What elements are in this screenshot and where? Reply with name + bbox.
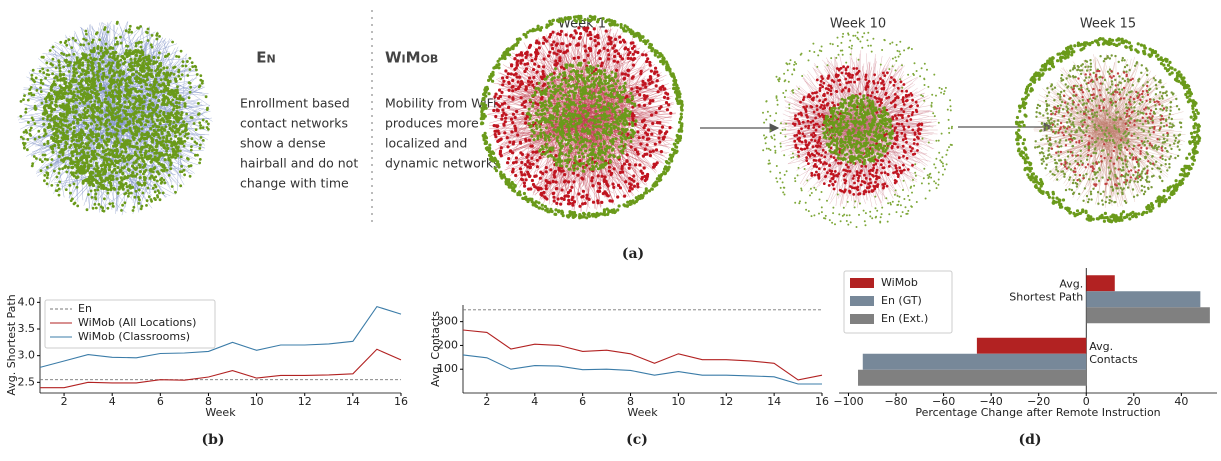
bar bbox=[1086, 307, 1210, 324]
x-tick-label: 8 bbox=[205, 395, 212, 408]
week-label: Week 10 bbox=[830, 17, 886, 32]
y-axis-label: Avg. Contacts bbox=[429, 311, 442, 387]
legend-box bbox=[44, 299, 216, 349]
x-tick-label: 40 bbox=[1174, 395, 1188, 408]
legend-swatch bbox=[850, 278, 874, 288]
x-tick-label: 4 bbox=[531, 395, 538, 408]
x-tick-label: −20 bbox=[1027, 395, 1050, 408]
en-title: En bbox=[256, 49, 275, 67]
legend-label: WiMob bbox=[881, 276, 918, 289]
network-w15-part bbox=[1034, 54, 1183, 206]
x-axis-label: Week bbox=[627, 406, 658, 419]
x-tick-label: −60 bbox=[932, 395, 955, 408]
x-tick-label: 10 bbox=[250, 395, 264, 408]
description: change with time bbox=[240, 176, 349, 191]
bar bbox=[1086, 291, 1201, 308]
description: Enrollment based bbox=[240, 96, 350, 111]
legend-swatch bbox=[850, 296, 874, 306]
x-tick-label: 12 bbox=[719, 395, 733, 408]
network-w10-part bbox=[821, 94, 895, 166]
bar bbox=[858, 369, 1087, 386]
x-tick-label: 4 bbox=[109, 395, 116, 408]
x-tick-label: 16 bbox=[394, 395, 408, 408]
caption: (c) bbox=[626, 432, 648, 448]
y-tick-label: 4.0 bbox=[18, 295, 36, 308]
network-en-part bbox=[42, 46, 188, 192]
x-tick-label: 2 bbox=[61, 395, 68, 408]
network-en bbox=[17, 20, 213, 216]
category-label: Avg. bbox=[1089, 340, 1113, 353]
x-tick-label: 6 bbox=[157, 395, 164, 408]
x-tick-label: 2 bbox=[483, 395, 490, 408]
series-line bbox=[462, 329, 823, 381]
y-tick-label: 200 bbox=[437, 338, 458, 351]
y-tick-label: 3.5 bbox=[18, 322, 36, 335]
series-line bbox=[462, 354, 822, 385]
network-w1-part bbox=[525, 61, 638, 173]
description: dynamic networks bbox=[385, 156, 500, 171]
y-tick-label: 100 bbox=[437, 362, 458, 375]
network-w1-part bbox=[492, 26, 673, 208]
y-tick-label: 300 bbox=[437, 315, 458, 328]
x-tick-label: −80 bbox=[884, 395, 907, 408]
legend-label: En (GT) bbox=[881, 294, 922, 307]
network-w1 bbox=[479, 14, 684, 220]
description: hairball and do not bbox=[240, 156, 358, 171]
caption: (d) bbox=[1018, 432, 1041, 448]
x-tick-label: −100 bbox=[833, 395, 863, 408]
x-tick-label: 6 bbox=[579, 395, 586, 408]
network-w15 bbox=[1014, 37, 1202, 224]
series-line bbox=[39, 305, 402, 368]
description: produces more bbox=[385, 116, 479, 131]
wimob-title: WiMob bbox=[385, 49, 438, 67]
series-line bbox=[40, 348, 402, 389]
x-tick-label: 14 bbox=[346, 395, 360, 408]
legend-swatch bbox=[850, 314, 874, 324]
week-label: Week 15 bbox=[1080, 17, 1136, 32]
bar bbox=[1086, 275, 1115, 292]
x-tick-label: 0 bbox=[1083, 395, 1090, 408]
x-tick-label: 20 bbox=[1127, 395, 1141, 408]
network-w10 bbox=[762, 31, 953, 228]
y-tick-label: 3.0 bbox=[18, 349, 36, 362]
x-tick-label: 8 bbox=[627, 395, 634, 408]
x-tick-label: 14 bbox=[767, 395, 781, 408]
category-label: Shortest Path bbox=[1009, 290, 1083, 303]
legend-label: WiMob (All Locations) bbox=[78, 316, 196, 329]
category-label: Contacts bbox=[1089, 353, 1138, 366]
bar bbox=[976, 337, 1087, 354]
y-axis-label: Avg. Shortest Path bbox=[5, 294, 18, 395]
legend-label: WiMob (Classrooms) bbox=[78, 330, 190, 343]
x-tick-label: −40 bbox=[980, 395, 1003, 408]
description: Mobility from WiFi bbox=[385, 96, 496, 111]
x-tick-label: 10 bbox=[671, 395, 685, 408]
description: contact networks bbox=[240, 116, 348, 131]
bar bbox=[862, 353, 1087, 370]
description: show a dense bbox=[240, 136, 326, 151]
description: localized and bbox=[385, 136, 467, 151]
caption: (a) bbox=[622, 246, 644, 262]
legend-label: En bbox=[78, 302, 92, 315]
category-label: Avg. bbox=[1059, 277, 1083, 290]
legend-label: En (Ext.) bbox=[881, 312, 928, 325]
x-axis-label: Week bbox=[205, 406, 236, 419]
x-tick-label: 12 bbox=[298, 395, 312, 408]
network-w10-part bbox=[792, 65, 924, 196]
x-axis-label: Percentage Change after Remote Instructi… bbox=[915, 406, 1160, 419]
caption: (b) bbox=[201, 432, 224, 448]
y-tick-label: 2.5 bbox=[18, 375, 36, 388]
x-tick-label: 16 bbox=[815, 395, 829, 408]
